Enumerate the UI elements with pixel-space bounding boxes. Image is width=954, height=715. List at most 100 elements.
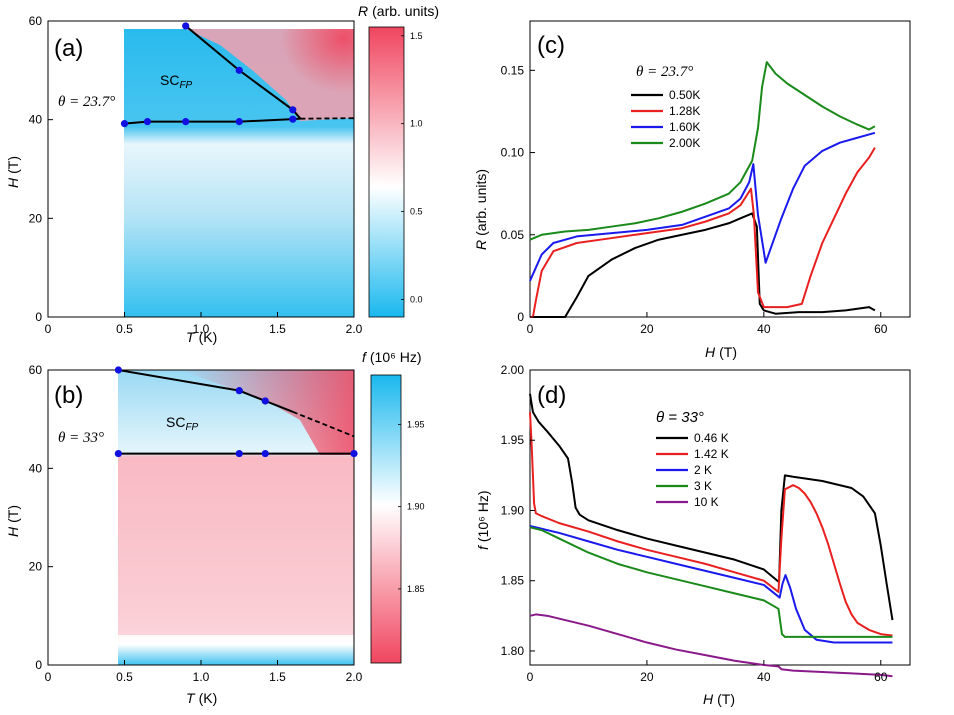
colorbar-tick-label: 1.85 <box>407 584 425 594</box>
boundary-data-point <box>114 449 122 458</box>
y-tick-label: 20 <box>29 560 43 574</box>
panel-d-label: (d) <box>537 382 566 409</box>
panel-d-legend: 0.46 K 1.42 K 2 K 3 K 10 K <box>656 431 729 509</box>
boundary-data-point <box>114 366 122 374</box>
panel-b-colorbar-title: f (10⁶ Hz) <box>362 349 422 365</box>
panel-a-colorbar-ticks: 0.0 0.5 1.0 1.5 <box>401 31 423 304</box>
x-tick-label: 40 <box>757 670 771 684</box>
legend-label: 0.46 K <box>694 431 729 445</box>
x-tick-label: 1.0 <box>193 670 210 684</box>
y-tick-label: 0.05 <box>501 228 525 242</box>
x-tick-label: 2.0 <box>346 322 363 336</box>
panel-d-x-axis-label: H (T) <box>703 691 735 707</box>
panel-b-normal-region <box>118 457 354 635</box>
colorbar-tick-label: 0.5 <box>410 207 423 217</box>
panel-b-colorbar-ticks: 1.85 1.90 1.95 <box>398 419 425 594</box>
x-tick-label: 20 <box>640 670 654 684</box>
legend-label: 10 K <box>694 495 719 509</box>
series-line-0.46K <box>529 393 894 621</box>
boundary-data-point <box>235 118 243 126</box>
colorbar-tick-label: 1.0 <box>410 119 423 129</box>
y-tick-label: 1.85 <box>501 574 525 588</box>
boundary-data-point <box>235 387 243 395</box>
panel-a-region-label: SCFP <box>160 72 193 91</box>
y-tick-label: 60 <box>29 363 43 377</box>
panel-a-y-ticks: 0 20 40 60 <box>29 14 53 324</box>
panel-d-y-ticks: 1.80 1.85 1.90 1.95 2.00 <box>501 363 535 658</box>
x-tick-label: 0 <box>527 322 534 336</box>
panel-b-dashed-extension <box>292 410 355 438</box>
panel-c-y-ticks: 0 0.05 0.10 0.15 <box>501 63 535 324</box>
panel-c-frame <box>529 20 911 318</box>
panel-b-x-axis-label: T (K) <box>186 690 217 706</box>
panel-d-series-lines <box>529 393 894 678</box>
colorbar-tick-label: 0.0 <box>410 294 423 304</box>
x-tick-label: 0.5 <box>116 322 133 336</box>
x-tick-label: 20 <box>640 322 654 336</box>
panel-b-colorbar <box>370 374 402 664</box>
panel-a-x-ticks: 0 0.5 1.0 1.5 2.0 <box>45 312 363 336</box>
panel-c-series-lines <box>529 61 876 318</box>
legend-label: 1.28K <box>669 104 700 118</box>
legend-label: 1.60K <box>669 120 700 134</box>
series-line-2.00K <box>529 61 876 241</box>
x-tick-label: 40 <box>757 322 771 336</box>
panel-a-theta-label: θ = 23.7° <box>58 94 115 110</box>
y-tick-label: 40 <box>29 461 43 475</box>
y-tick-label: 1.90 <box>501 503 525 517</box>
boundary-data-point <box>235 449 243 458</box>
y-tick-label: 1.80 <box>501 644 525 658</box>
legend-label: 2 K <box>694 463 712 477</box>
x-tick-label: 2.0 <box>346 670 363 684</box>
y-tick-label: 0 <box>35 658 42 672</box>
panel-b-theta-label: θ = 33° <box>58 430 104 446</box>
panel-a-upper-boundary-line <box>185 25 302 120</box>
series-line-1.42K <box>529 412 893 637</box>
y-tick-label: 2.00 <box>501 363 525 377</box>
y-tick-label: 0.10 <box>501 146 525 160</box>
panel-b: 0 0.5 1.0 1.5 2.0 0 20 40 60 (b) θ = 33° SCFP T… <box>5 349 425 706</box>
panel-d: 0 20 40 60 1.80 1.85 1.90 1.95 2.00 0.46 K 1.42 … <box>475 363 911 707</box>
boundary-data-point <box>182 22 190 30</box>
boundary-data-point <box>120 120 129 128</box>
panel-c-y-axis-label: R(arb. units) <box>473 169 489 250</box>
panel-b-y-ticks: 0 20 40 60 <box>29 363 53 672</box>
x-tick-label: 0.5 <box>116 670 133 684</box>
series-line-1.60K <box>529 131 876 282</box>
y-tick-label: 1.95 <box>501 433 525 447</box>
panel-a-colorbar-title: R (arb. units) <box>358 3 439 19</box>
panel-a-x-axis-label: T (K) <box>186 329 217 345</box>
y-tick-label: 40 <box>29 113 43 127</box>
y-tick-label: 0 <box>35 310 42 324</box>
panel-b-region-label: SCFP <box>166 414 199 433</box>
panel-d-y-axis-label: f(10⁶ Hz) <box>475 490 491 550</box>
panel-a-red-hotspot <box>250 29 354 121</box>
y-tick-label: 0 <box>517 310 524 324</box>
panel-c-theta-label: θ = 23.7° <box>636 64 693 80</box>
panel-b-upper-red-region <box>180 370 354 455</box>
panel-a: 0 0.5 1.0 1.5 2.0 0 20 40 60 (a) θ = 23.7° SCFP… <box>5 3 439 345</box>
series-line-1.28K <box>530 147 876 318</box>
series-line-3K <box>529 526 893 638</box>
legend-label: 3 K <box>694 479 712 493</box>
panel-b-data-points <box>114 366 358 458</box>
y-tick-label: 0.15 <box>501 63 525 77</box>
panel-b-x-ticks: 0 0.5 1.0 1.5 2.0 <box>45 660 363 684</box>
panel-d-frame <box>529 369 911 666</box>
boundary-data-point <box>261 397 269 405</box>
panel-a-y-axis-label: H(T) <box>5 156 21 188</box>
panel-b-y-axis-label: H(T) <box>5 505 21 537</box>
panel-a-colorbar <box>368 26 405 318</box>
boundary-data-point <box>261 449 269 458</box>
series-line-10K <box>529 613 893 678</box>
panel-b-label: (b) <box>54 382 83 409</box>
boundary-data-point <box>350 449 358 458</box>
x-tick-label: 1.5 <box>269 670 286 684</box>
y-tick-label: 60 <box>29 14 43 28</box>
series-line-0.50K <box>530 212 876 318</box>
legend-label: 0.50K <box>669 88 700 102</box>
panel-d-theta-label: θ = 33° <box>656 409 704 426</box>
panel-c: 0 20 40 60 0 0.05 0.10 0.15 0.50K 1.28K 1.60K 2.0… <box>473 20 911 360</box>
legend-label: 1.42 K <box>694 447 729 461</box>
